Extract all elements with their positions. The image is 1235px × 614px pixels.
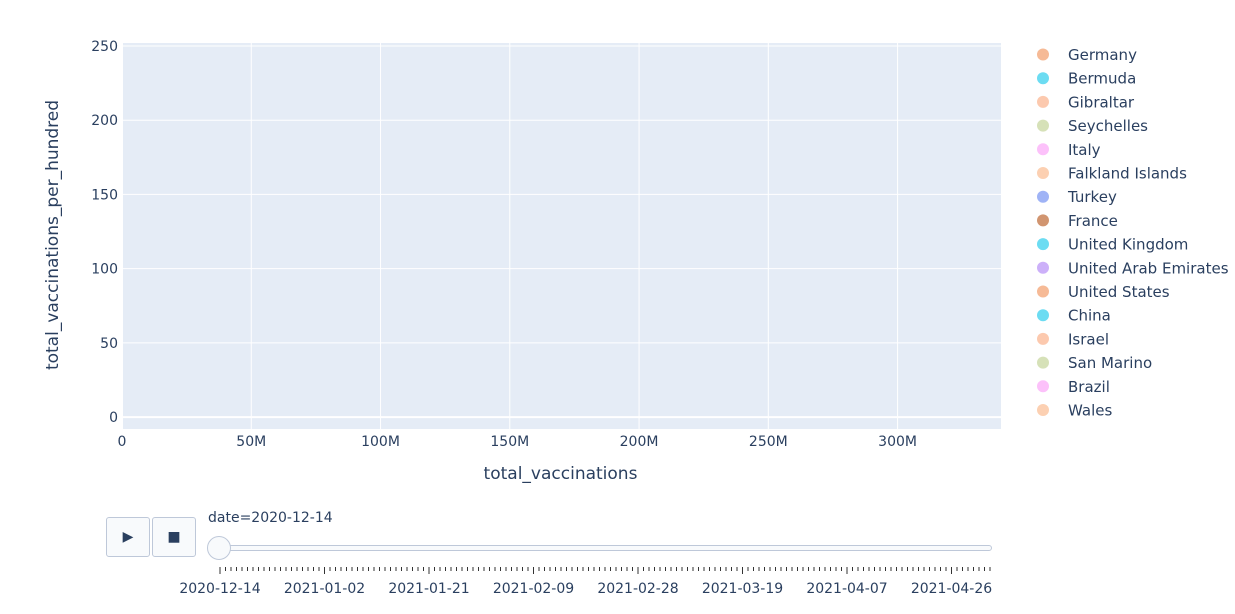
play-icon: ▶ <box>122 529 134 545</box>
legend-item[interactable]: France <box>1037 212 1118 230</box>
legend-item[interactable]: Wales <box>1037 402 1112 420</box>
legend-label: Gibraltar <box>1068 93 1135 111</box>
y-tick-labels: 0 50 100 150 200 250 <box>91 39 118 426</box>
slider-date-label: 2021-01-21 <box>388 581 470 597</box>
legend-marker <box>1037 356 1049 369</box>
legend-marker <box>1037 119 1049 132</box>
legend-item[interactable]: Germany <box>1037 46 1137 64</box>
legend-item[interactable]: Bermuda <box>1037 70 1136 88</box>
legend[interactable]: Germany Bermuda Gibraltar Seychelles Italy Fa… <box>1037 46 1229 420</box>
legend-label: Falkland Islands <box>1068 165 1187 183</box>
stop-button[interactable]: ■ <box>152 517 196 557</box>
legend-label: Italy <box>1068 141 1101 159</box>
slider-date-label: 2021-03-19 <box>701 581 784 597</box>
y-gridlines <box>122 45 1001 419</box>
legend-label: Wales <box>1068 402 1112 420</box>
x-tick-labels: 0 50M 100M 150M 200M 250M 300M <box>118 434 917 450</box>
y-axis-title: total_vaccinations_per_hundred <box>43 100 63 370</box>
play-button[interactable]: ▶ <box>106 517 150 557</box>
legend-marker <box>1037 404 1049 416</box>
legend-label: San Marino <box>1068 354 1152 372</box>
legend-item[interactable]: Brazil <box>1037 378 1110 396</box>
legend-item[interactable]: Falkland Islands <box>1037 165 1187 183</box>
slider-date-label: 2020-12-14 <box>179 581 261 597</box>
legend-marker <box>1037 48 1049 61</box>
x-tick-label: 250M <box>749 434 788 450</box>
slider-date-label: 2021-04-26 <box>910 581 993 597</box>
legend-label: Germany <box>1068 46 1137 64</box>
y-tick-label: 150 <box>91 187 118 203</box>
x-tick-label: 100M <box>361 434 400 450</box>
x-tick-label: 50M <box>236 434 266 450</box>
x-gridlines <box>121 43 899 429</box>
y-tick-label: 100 <box>91 262 118 278</box>
x-tick-label: 150M <box>490 434 529 450</box>
y-tick-label: 50 <box>100 336 118 352</box>
legend-marker <box>1037 190 1049 203</box>
legend-marker <box>1037 143 1049 156</box>
legend-label: Bermuda <box>1068 70 1136 88</box>
legend-item[interactable]: Seychelles <box>1037 117 1148 135</box>
legend-item[interactable]: United States <box>1037 283 1170 301</box>
legend-item[interactable]: Italy <box>1037 141 1101 159</box>
legend-item[interactable]: San Marino <box>1037 354 1152 372</box>
slider-ticks <box>219 567 991 574</box>
legend-label: Israel <box>1068 330 1109 348</box>
slider-handle[interactable] <box>207 536 231 560</box>
legend-item[interactable]: China <box>1037 307 1111 325</box>
legend-label: China <box>1068 307 1111 325</box>
legend-label: Turkey <box>1067 188 1117 206</box>
y-tick-label: 250 <box>91 39 118 55</box>
y-tick-label: 200 <box>91 113 118 129</box>
legend-item[interactable]: United Arab Emirates <box>1037 259 1229 277</box>
legend-marker <box>1037 309 1049 322</box>
x-tick-label: 300M <box>878 434 917 450</box>
legend-label: France <box>1068 212 1118 230</box>
x-tick-label: 0 <box>118 434 127 450</box>
legend-marker <box>1037 214 1049 227</box>
legend-label: United States <box>1068 283 1170 301</box>
legend-marker <box>1037 95 1049 108</box>
x-axis-title: total_vaccinations <box>484 464 638 484</box>
slider-current-value: date=2020-12-14 <box>208 510 333 526</box>
legend-label: Seychelles <box>1068 117 1148 135</box>
slider-rail[interactable] <box>220 545 992 551</box>
legend-label: Brazil <box>1068 378 1110 396</box>
legend-marker <box>1037 261 1049 274</box>
legend-marker <box>1037 72 1049 85</box>
legend-item[interactable]: Turkey <box>1037 188 1117 206</box>
legend-marker <box>1037 238 1049 251</box>
stop-icon: ■ <box>167 529 181 545</box>
legend-item[interactable]: United Kingdom <box>1037 236 1188 254</box>
x-tick-label: 200M <box>620 434 659 450</box>
y-tick-label: 0 <box>109 410 118 426</box>
legend-item[interactable]: Israel <box>1037 330 1109 348</box>
plot-area <box>122 43 1001 429</box>
slider-date-label: 2021-02-28 <box>597 581 679 597</box>
legend-item[interactable]: Gibraltar <box>1037 93 1135 111</box>
slider-date-label: 2021-02-09 <box>492 581 575 597</box>
slider-date-label: 2021-04-07 <box>806 581 888 597</box>
legend-label: United Kingdom <box>1068 236 1188 254</box>
legend-marker <box>1037 167 1049 179</box>
legend-marker <box>1037 332 1049 345</box>
legend-label: United Arab Emirates <box>1068 259 1229 277</box>
legend-marker <box>1037 380 1049 393</box>
slider-date-label: 2021-01-02 <box>283 581 366 597</box>
legend-marker <box>1037 285 1049 298</box>
